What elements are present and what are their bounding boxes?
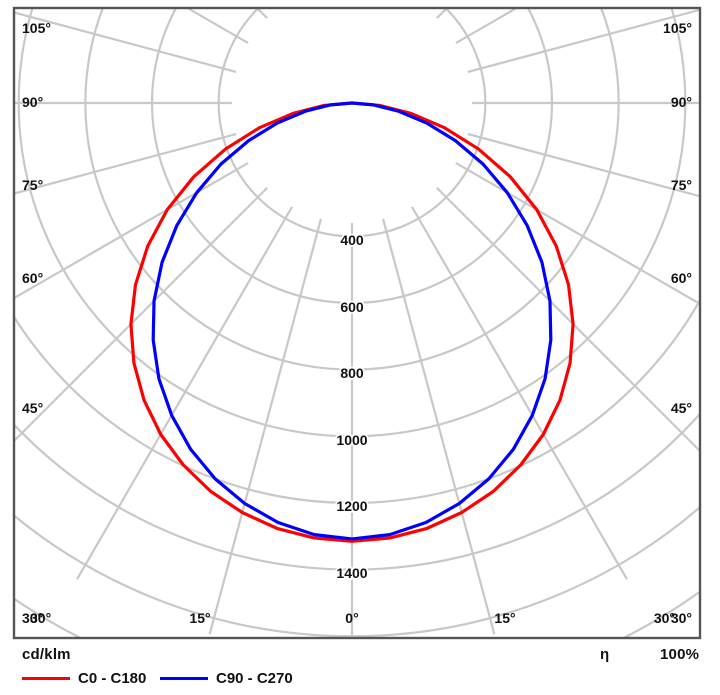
angle-label-left-90: 90° <box>22 94 43 110</box>
radial-label-400: 400 <box>340 232 364 248</box>
pole-mask <box>232 8 472 223</box>
angle-label-right-105: 105° <box>663 20 692 36</box>
angle-label-right-30: 30° <box>671 610 692 626</box>
radial-label-600: 600 <box>340 299 364 315</box>
angle-label-left-60: 60° <box>22 270 43 286</box>
grid-ray <box>384 160 628 580</box>
angle-label-left-75: 75° <box>22 177 43 193</box>
grid-ray <box>208 167 336 635</box>
angle-label-bottom-2: 0° <box>345 610 358 626</box>
legend-item-c90-c270[interactable]: C90 - C270 <box>160 668 293 688</box>
angle-label-bottom-4: 30° <box>654 610 675 626</box>
efficiency-symbol: η <box>600 646 610 663</box>
radial-label-1400: 1400 <box>336 565 367 581</box>
efficiency-value: 100% <box>660 646 700 663</box>
angle-label-right-75: 75° <box>671 177 692 193</box>
legend-swatch-c0-c180 <box>22 676 70 680</box>
legend-swatch-c90-c270 <box>160 676 208 680</box>
grid-ray <box>416 8 700 87</box>
grid-ray <box>14 135 295 300</box>
angle-label-left-45: 45° <box>22 400 43 416</box>
grid-ring <box>17 8 687 438</box>
angle-label-right-45: 45° <box>671 400 692 416</box>
grid-ray <box>14 11 288 87</box>
angle-label-left-105: 105° <box>22 20 51 36</box>
grid-ring <box>14 297 700 504</box>
angle-label-left-30: 30° <box>22 610 43 626</box>
angle-label-bottom-3: 15° <box>494 610 515 626</box>
grid-ring <box>14 412 700 571</box>
grid-ray <box>368 167 496 635</box>
grid-ray <box>398 149 700 453</box>
angle-label-bottom-0: 30° <box>30 610 51 626</box>
grid-ray <box>416 119 700 198</box>
grid-ray <box>185 8 295 71</box>
angle-label-right-90: 90° <box>671 94 692 110</box>
radial-label-1200: 1200 <box>336 498 367 514</box>
legend-label-c0-c180: C0 - C180 <box>78 669 147 687</box>
series-group <box>129 101 575 543</box>
grid-ring <box>217 8 487 238</box>
series-curve-c0-c180 <box>129 101 575 543</box>
plot-frame <box>12 6 702 640</box>
unit-label: cd/klm <box>22 646 71 663</box>
radial-label-800: 800 <box>340 365 364 381</box>
grid-ray <box>14 149 306 443</box>
angle-label-bottom-1: 15° <box>189 610 210 626</box>
legend-item-c0-c180[interactable]: C0 - C180 <box>22 668 146 688</box>
legend-label-c90-c270: C90 - C270 <box>216 669 293 687</box>
grid-ray <box>14 119 288 195</box>
series-curve-c90-c270 <box>151 101 553 541</box>
grid-ring <box>14 505 700 638</box>
grid-ring <box>84 8 620 371</box>
angle-label-right-60: 60° <box>671 270 692 286</box>
grid-ring <box>150 8 554 305</box>
radial-label-1000: 1000 <box>336 432 367 448</box>
grid-ray <box>76 160 320 580</box>
grid-ray <box>409 135 700 306</box>
grid-ray <box>409 8 519 71</box>
